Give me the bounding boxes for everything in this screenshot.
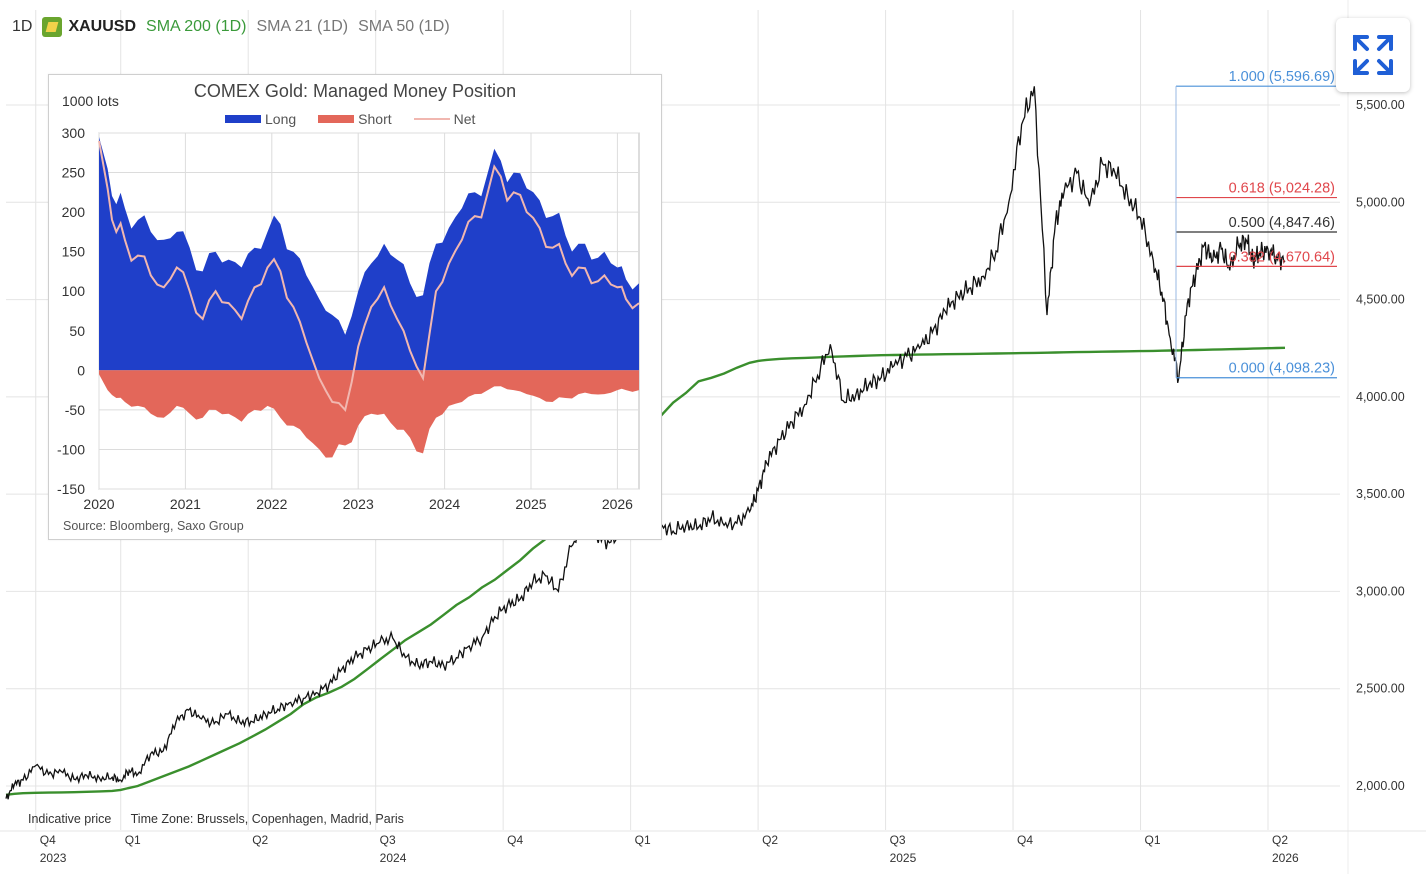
fib-level-label: 0.000 (4,098.23): [1229, 361, 1335, 377]
sma200-line: [5, 346, 1286, 796]
inset-x-tick: 2025: [515, 496, 546, 512]
indicator-sma50[interactable]: SMA 50 (1D): [358, 18, 450, 35]
legend-label-short: Short: [358, 111, 392, 127]
inset-y-tick: -50: [65, 402, 85, 418]
legend-item-long: Long: [225, 111, 296, 127]
fib-level-label: 0.382 (4,670.64): [1229, 249, 1335, 265]
inset-x-tick: 2024: [429, 496, 460, 512]
x-tick-quarter: Q2: [762, 833, 778, 847]
x-tick-quarter: Q4: [40, 833, 56, 847]
x-tick-quarter: Q4: [507, 833, 523, 847]
chart-header: 1D XAUUSD SMA 200 (1D) SMA 21 (1D) SMA 5…: [12, 17, 460, 37]
legend-swatch-long: [225, 115, 261, 123]
x-tick-quarter: Q3: [380, 833, 396, 847]
x-tick-year: 2026: [1272, 851, 1299, 865]
managed-money-inset: COMEX Gold: Managed Money Position 1000 …: [48, 74, 662, 540]
legend-item-short: Short: [318, 111, 392, 127]
price-line: [5, 86, 1286, 800]
fib-level-label: 1.000 (5,596.69): [1229, 69, 1335, 85]
inset-x-tick: 2023: [343, 496, 374, 512]
expand-button[interactable]: [1336, 18, 1410, 92]
inset-y-tick: 150: [62, 244, 86, 260]
y-tick-label: 5,000.00: [1356, 195, 1405, 209]
inset-y-tick: 50: [69, 323, 85, 339]
inset-y-tick: 0: [77, 362, 85, 378]
short-area: [99, 370, 639, 458]
x-tick-year: 2025: [890, 851, 917, 865]
legend-label-net: Net: [453, 111, 476, 127]
legend-swatch-short: [318, 115, 355, 123]
inset-y-tick: -150: [57, 481, 85, 497]
legend-label-long: Long: [265, 111, 297, 127]
y-tick-label: 4,500.00: [1356, 293, 1405, 307]
inset-y-tick: 300: [62, 125, 86, 141]
expand-arrows-icon: [1353, 35, 1393, 75]
inset-title: COMEX Gold: Managed Money Position: [193, 81, 517, 101]
symbol-label[interactable]: XAUUSD: [68, 18, 137, 35]
long-area: [99, 137, 639, 371]
x-tick-quarter: Q2: [252, 833, 268, 847]
net-line: [98, 140, 640, 412]
indicator-sma21[interactable]: SMA 21 (1D): [256, 18, 349, 35]
chart-footnote: Indicative price Time Zone: Brussels, Co…: [28, 812, 420, 826]
x-tick-quarter: Q2: [1272, 833, 1288, 847]
x-tick-quarter: Q3: [890, 833, 906, 847]
y-tick-label: 3,500.00: [1356, 487, 1405, 501]
indicative-price-note: Indicative price: [28, 812, 112, 826]
indicator-sma200[interactable]: SMA 200 (1D): [146, 18, 247, 35]
x-tick-year: 2023: [40, 851, 67, 865]
inset-x-tick: 2021: [170, 496, 201, 512]
inset-source: Source: Bloomberg, Saxo Group: [63, 519, 244, 533]
inset-unit-label: 1000 lots: [62, 93, 119, 109]
inset-y-tick: 100: [62, 283, 86, 299]
y-tick-label: 4,000.00: [1356, 390, 1405, 404]
gold-logo-icon: [42, 17, 63, 37]
y-tick-label: 2,500.00: [1356, 682, 1405, 696]
x-tick-quarter: Q1: [125, 833, 141, 847]
inset-x-tick: 2022: [256, 496, 287, 512]
legend-swatch-net: [413, 118, 450, 120]
y-tick-label: 5,500.00: [1356, 98, 1405, 112]
x-tick-quarter: Q4: [1017, 833, 1033, 847]
timezone-note: Time Zone: Brussels, Copenhagen, Madrid,…: [130, 812, 404, 826]
inset-x-tick: 2020: [83, 496, 114, 512]
inset-y-tick: -100: [57, 441, 85, 457]
fib-level-label: 0.618 (5,024.28): [1229, 181, 1335, 197]
inset-x-tick: 2026: [602, 496, 633, 512]
fib-level-label: 0.500 (4,847.46): [1229, 215, 1335, 231]
interval-label[interactable]: 1D: [12, 18, 33, 35]
x-tick-year: 2024: [380, 851, 407, 865]
inset-y-tick: 250: [62, 165, 86, 181]
x-tick-quarter: Q1: [635, 833, 651, 847]
y-tick-label: 2,000.00: [1356, 779, 1405, 793]
inset-legend: Long Short Net: [225, 111, 497, 127]
inset-y-tick: 200: [62, 204, 86, 220]
legend-item-net: Net: [413, 111, 476, 127]
y-tick-label: 3,000.00: [1356, 584, 1405, 598]
x-tick-quarter: Q1: [1145, 833, 1161, 847]
